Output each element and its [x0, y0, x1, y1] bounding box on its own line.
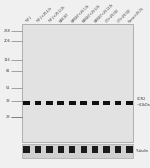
- Text: RAW 267: RAW 267: [59, 13, 70, 24]
- Bar: [81, 146, 87, 153]
- Text: RAW267+LPS 4.0h: RAW267+LPS 4.0h: [82, 4, 101, 24]
- Bar: [46, 146, 52, 153]
- Text: 38: 38: [6, 99, 10, 103]
- Text: Tubulin: Tubulin: [136, 149, 148, 153]
- Text: 288: 288: [4, 29, 10, 33]
- Text: Ramos+LPS 0%: Ramos+LPS 0%: [128, 7, 145, 24]
- Bar: [126, 146, 133, 153]
- Bar: [115, 146, 121, 153]
- Bar: [92, 146, 98, 153]
- Bar: [58, 146, 64, 153]
- Text: THP-1: THP-1: [25, 15, 33, 24]
- Bar: [46, 101, 53, 105]
- Text: 206: 206: [4, 39, 11, 43]
- Bar: [69, 146, 75, 153]
- Bar: [103, 101, 110, 105]
- Bar: [92, 101, 99, 105]
- Bar: [80, 101, 87, 105]
- Text: CCR2
~41kDa: CCR2 ~41kDa: [136, 97, 150, 107]
- Bar: [103, 146, 110, 153]
- Bar: [23, 146, 30, 153]
- Bar: [23, 101, 30, 105]
- Bar: [57, 101, 64, 105]
- Text: 28: 28: [6, 115, 10, 119]
- Text: 51: 51: [6, 87, 10, 90]
- Bar: [115, 101, 122, 105]
- Text: 3T3+LPS 500: 3T3+LPS 500: [116, 9, 131, 24]
- Text: RAW267+LPS 1.0h: RAW267+LPS 1.0h: [71, 4, 90, 24]
- Bar: [126, 101, 133, 105]
- Bar: [34, 101, 41, 105]
- Text: RAW267+LPS 24.0h: RAW267+LPS 24.0h: [93, 3, 114, 24]
- Bar: [22, 24, 133, 142]
- Text: THP-1+LPS 4.0h: THP-1+LPS 4.0h: [36, 6, 54, 24]
- Bar: [69, 101, 76, 105]
- Text: 3T3+LPS 500: 3T3+LPS 500: [105, 9, 120, 24]
- Bar: [22, 144, 133, 158]
- Bar: [35, 146, 41, 153]
- Text: 116: 116: [4, 58, 10, 62]
- Text: 81: 81: [6, 69, 10, 73]
- Text: THP-1+LPS 12.0h: THP-1+LPS 12.0h: [48, 5, 66, 24]
